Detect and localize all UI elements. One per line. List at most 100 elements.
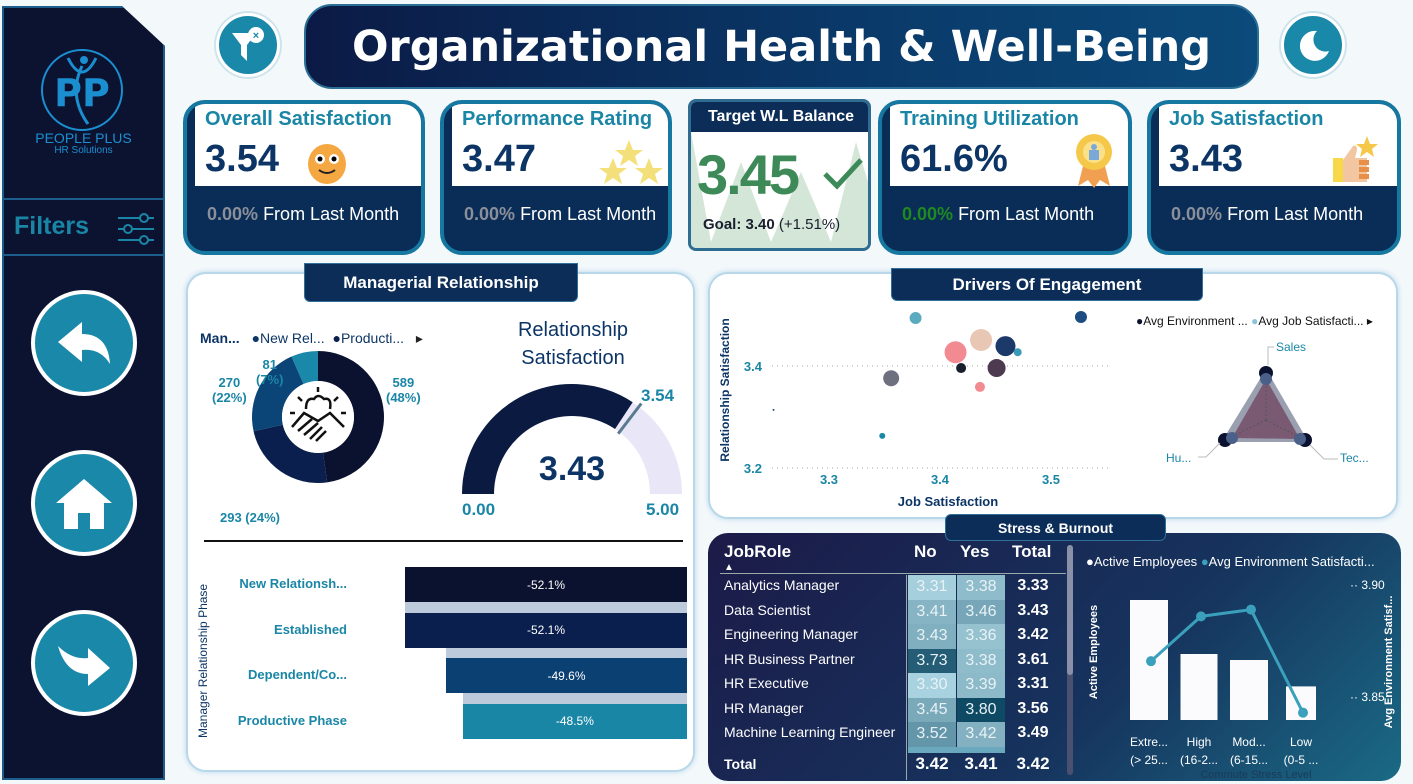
row-jobrole: Data Scientist xyxy=(724,601,811,618)
right-tick-label: ·· 3.85 xyxy=(1350,690,1385,704)
legend-item[interactable]: Avg Job Satisfacti... xyxy=(1258,314,1364,328)
legend-item[interactable]: Avg Environment ... xyxy=(1143,314,1248,328)
goal-delta: (+1.51%) xyxy=(778,216,841,233)
home-button[interactable] xyxy=(31,450,137,556)
moon-icon xyxy=(1299,30,1329,61)
cell-partial xyxy=(908,747,1005,753)
column-header-yes[interactable]: Yes xyxy=(960,542,990,561)
gauge-value: 3.43 xyxy=(538,450,606,488)
clear-filters-button[interactable]: × xyxy=(216,13,280,77)
cell-yes: 3.38 xyxy=(957,575,1005,600)
divider xyxy=(204,540,683,542)
stars-icon xyxy=(599,140,663,184)
line-point xyxy=(1146,656,1156,667)
kpi-performance-rating: Performance Rating 3.47 0.00% From Last … xyxy=(440,100,672,255)
column-header-jobrole[interactable]: JobRole xyxy=(724,542,792,561)
legend-item[interactable]: New Rel... xyxy=(260,330,325,346)
legend-next-arrow[interactable]: ▸ xyxy=(1366,314,1373,328)
scatter-point xyxy=(1074,311,1087,324)
line-point xyxy=(1298,707,1308,718)
back-arrow-icon xyxy=(58,322,110,364)
radar-axis-label: Hu... xyxy=(1166,451,1191,465)
scatter-point xyxy=(772,408,775,411)
cell-total: 3.61 xyxy=(1017,650,1049,668)
column-header-total[interactable]: Total xyxy=(1012,542,1052,561)
column-header-no[interactable]: No xyxy=(914,542,937,561)
funnel-category-label: Productive Phase xyxy=(237,712,347,728)
home-icon xyxy=(56,479,112,529)
legend-item[interactable]: Avg Environment Satisfacti... xyxy=(1208,554,1375,569)
goal-value: 3.40 xyxy=(745,216,775,233)
cell-no: 3.52 xyxy=(908,722,956,747)
radar-point xyxy=(1226,432,1238,444)
legend-next-arrow[interactable]: ▸ xyxy=(415,330,423,346)
checkmark-icon xyxy=(823,158,863,190)
forward-arrow-icon xyxy=(58,646,110,686)
right-tick-label: ·· 3.90 xyxy=(1350,578,1385,592)
cell-yes: 3.42 xyxy=(957,722,1005,747)
y-tick-label: 3.4 xyxy=(744,359,763,374)
line-avg-environment xyxy=(1149,608,1305,714)
kpi-value: 3.45 xyxy=(697,143,800,206)
kpi-value: 3.54 xyxy=(205,138,279,180)
scatter-point xyxy=(879,432,886,439)
sort-ascending-icon[interactable]: ▲ xyxy=(724,562,734,573)
kpi-job-satisfaction: Job Satisfaction 3.43 0.00% From Last Mo… xyxy=(1147,100,1401,255)
y-axis-label: Relationship Satisfaction xyxy=(718,318,732,461)
kpi-change-text: From Last Month xyxy=(958,204,1095,224)
kpi-training-utilization: Training Utilization 61.6% 0.00% From La… xyxy=(878,100,1132,255)
kpi-overall-satisfaction: Overall Satisfaction 3.54 0.00% From Las… xyxy=(183,100,425,255)
cell-total: 3.31 xyxy=(1017,675,1049,692)
funnel-chart: New Relationsh... -52.1% Established -52.1%… xyxy=(215,560,690,745)
row-jobrole: Analytics Manager xyxy=(724,577,840,593)
total-label: Total xyxy=(724,756,757,772)
row-jobrole: HR Manager xyxy=(724,699,804,716)
filter-clear-icon: × xyxy=(232,27,264,61)
total-no: 3.42 xyxy=(915,754,949,773)
kpi-title: Target W.L Balance xyxy=(691,102,868,132)
funnel-bar[interactable]: -49.6% xyxy=(446,658,687,693)
table-scrollbar[interactable] xyxy=(1067,545,1073,775)
donut-slice xyxy=(318,351,384,483)
radar-series-job xyxy=(1232,379,1300,439)
row-jobrole: HR Executive xyxy=(724,675,809,691)
filters-button[interactable]: Filters xyxy=(4,198,163,256)
funnel-bar[interactable]: -48.5% xyxy=(462,703,687,739)
x-tick-label: Extre... xyxy=(1130,735,1168,749)
back-button[interactable] xyxy=(31,290,137,396)
funnel-category-label: New Relationsh... xyxy=(239,576,347,591)
kpi-value: 61.6% xyxy=(900,138,1008,180)
funnel-category-label: Established xyxy=(274,621,347,637)
donut-label: 293 (24%) xyxy=(220,510,280,525)
cell-no: 3.73 xyxy=(908,648,956,673)
theme-toggle-button[interactable] xyxy=(1281,13,1345,77)
forward-button[interactable] xyxy=(31,610,137,716)
cell-no: 3.41 xyxy=(908,599,956,624)
funnel-bar[interactable]: -52.1% xyxy=(405,612,687,648)
total-total: 3.42 xyxy=(1016,754,1050,773)
radar-point xyxy=(1260,373,1272,385)
x-tick-label: (16-2... xyxy=(1180,753,1218,767)
funnel-bar[interactable]: -52.1% xyxy=(405,567,687,602)
gauge-title: Relationship Satisfaction xyxy=(517,319,629,369)
kpi-change: 0.00% xyxy=(1171,204,1223,224)
combo-chart: Extre... (> 25... High (16-2... Mod... (6-15.… xyxy=(1088,578,1395,780)
cell-yes: 3.36 xyxy=(957,624,1005,649)
stress-title: Stress & Burnout xyxy=(945,514,1166,541)
x-tick-label: Low xyxy=(1290,735,1312,749)
gauge-fill xyxy=(462,384,633,494)
legend-item[interactable]: Producti... xyxy=(340,330,404,346)
svg-text:PP: PP xyxy=(54,71,110,115)
stress-matrix-table: JobRole ▲ No Yes Total Analytics Manager 3.31 3… xyxy=(718,540,1068,780)
scatter-point xyxy=(883,370,900,387)
header-divider xyxy=(720,573,1066,574)
kpi-change-text: From Last Month xyxy=(263,204,400,224)
brand-name: PEOPLE PLUS xyxy=(35,130,132,146)
donut-label: 270 (22%) xyxy=(212,375,247,405)
funnel-connector xyxy=(446,646,687,659)
funnel-category-label: Dependent/Co... xyxy=(248,667,347,682)
scatter-point xyxy=(956,363,967,374)
right-axis-label: Avg Environment Satisf... xyxy=(1383,596,1395,729)
scatter-point xyxy=(974,381,985,392)
legend-item[interactable]: Active Employees xyxy=(1093,554,1198,569)
